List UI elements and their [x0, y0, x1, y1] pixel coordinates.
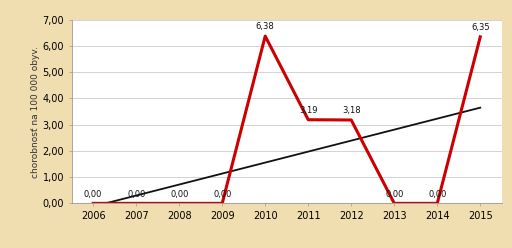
Text: 0,00: 0,00 — [127, 190, 145, 199]
Text: 3,18: 3,18 — [342, 106, 360, 115]
Text: 0,00: 0,00 — [213, 190, 231, 199]
Y-axis label: chorobnosť na 100 000 obyv.: chorobnosť na 100 000 obyv. — [31, 46, 39, 178]
Text: 6,35: 6,35 — [471, 23, 489, 32]
Text: 0,00: 0,00 — [385, 190, 403, 199]
Text: 0,00: 0,00 — [84, 190, 102, 199]
Text: 0,00: 0,00 — [428, 190, 446, 199]
Text: 0,00: 0,00 — [170, 190, 188, 199]
Text: 3,19: 3,19 — [299, 106, 317, 115]
Text: 6,38: 6,38 — [256, 22, 274, 31]
